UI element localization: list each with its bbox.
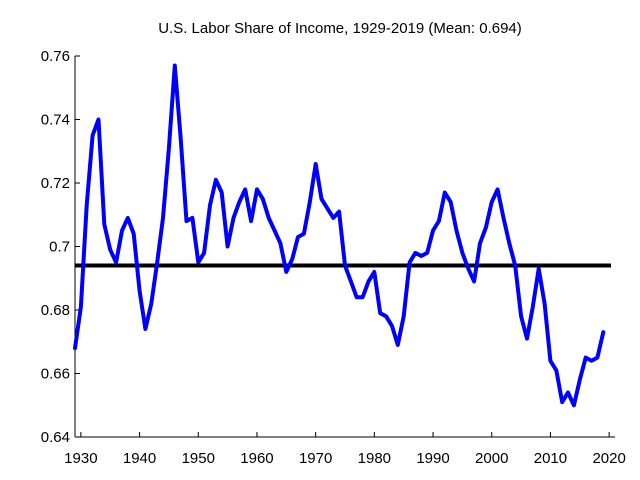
x-tick-label: 1990 <box>416 450 449 467</box>
y-tick-label: 0.68 <box>41 302 70 319</box>
x-tick-label: 1940 <box>123 450 156 467</box>
y-tick-label: 0.72 <box>41 175 70 192</box>
x-tick-label: 1930 <box>64 450 97 467</box>
y-axis-ticks: 0.64 0.66 0.68 0.7 0.72 0.74 0.76 <box>41 48 80 446</box>
x-tick-label: 1980 <box>358 450 391 467</box>
x-tick-label: 2010 <box>534 450 567 467</box>
y-tick-label: 0.74 <box>41 112 70 129</box>
x-tick-label: 1960 <box>240 450 273 467</box>
x-axis-ticks: 1930 1940 1950 1960 1970 1980 1990 2000 2010 2020 <box>64 432 626 467</box>
y-tick-label: 0.64 <box>41 429 70 446</box>
x-tick-label: 1950 <box>182 450 215 467</box>
y-tick-label: 0.66 <box>41 366 70 383</box>
x-tick-label: 1970 <box>299 450 332 467</box>
labor-share-series-line <box>73 63 606 408</box>
y-tick-label: 0.76 <box>41 48 70 65</box>
x-tick-label: 2000 <box>475 450 508 467</box>
y-tick-label: 0.7 <box>49 239 70 256</box>
chart-title: U.S. Labor Share of Income, 1929-2019 (M… <box>158 20 522 37</box>
x-tick-label: 2020 <box>592 450 625 467</box>
